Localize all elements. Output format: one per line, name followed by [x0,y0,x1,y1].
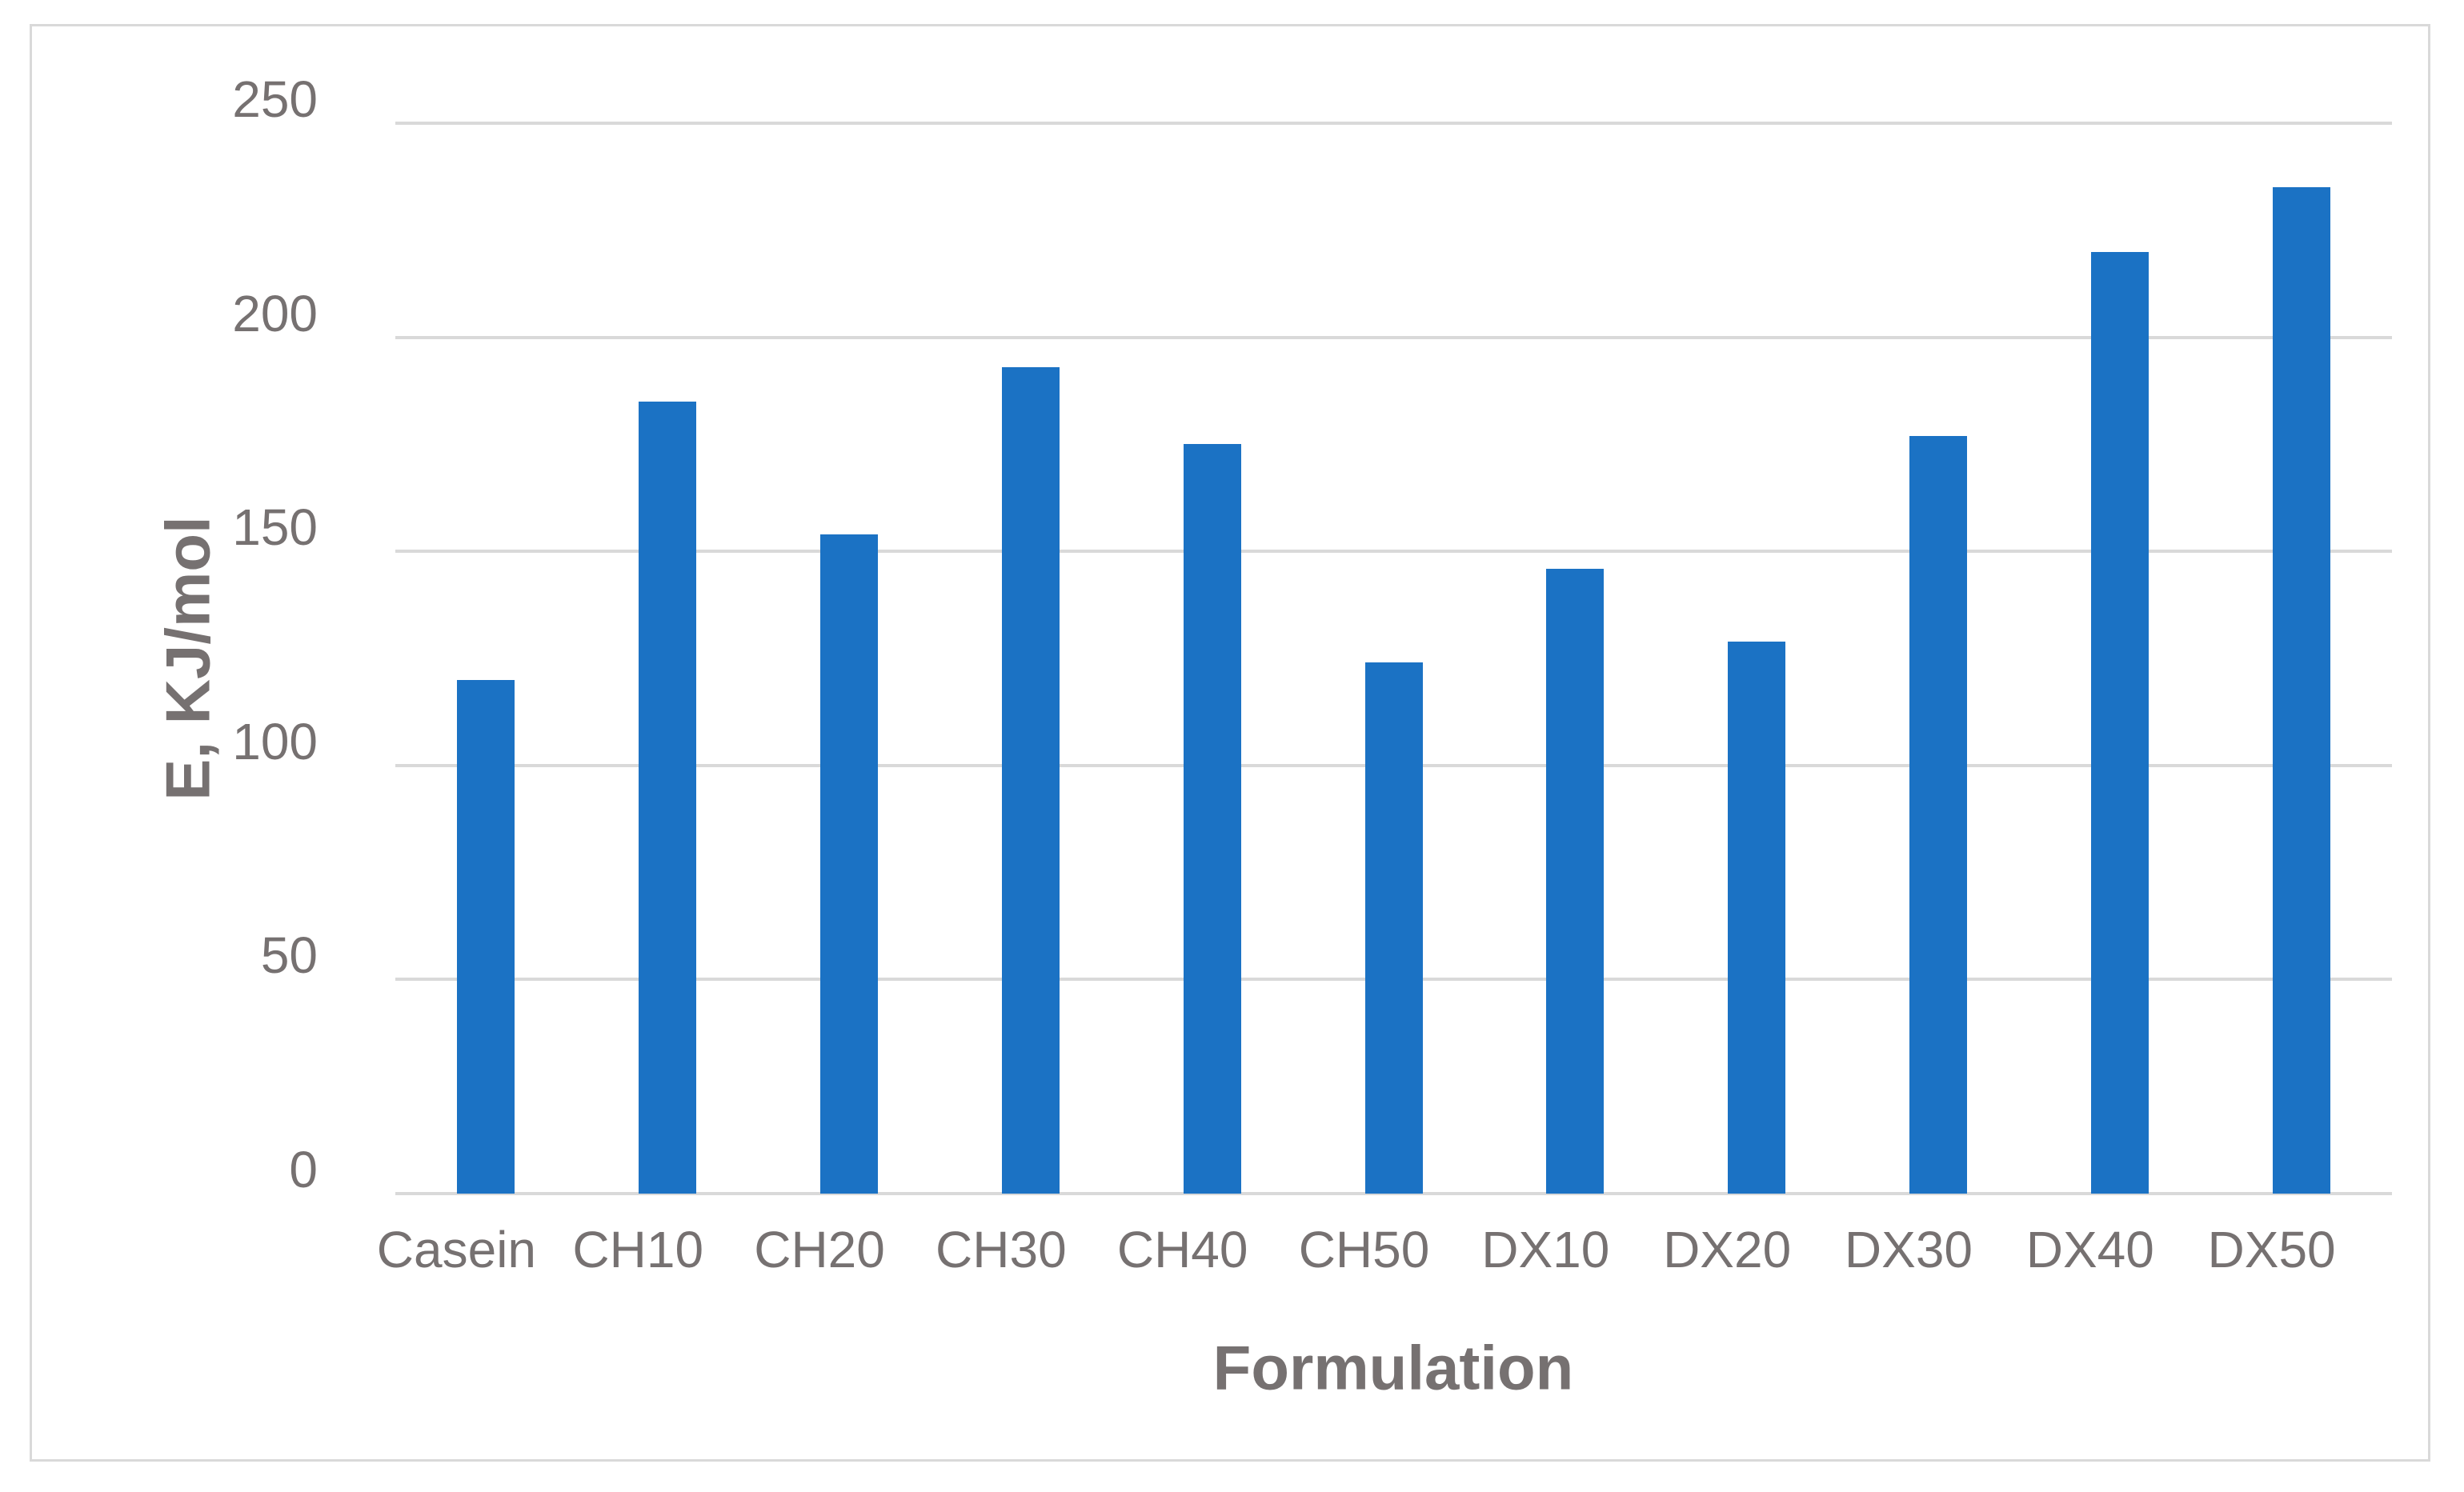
bar-Casein [457,679,515,1194]
bar-DX30 [1909,435,1967,1194]
gridline-y-250 [395,122,2392,125]
bar-DX50 [2272,187,2330,1194]
x-category-label-DX40: DX40 [2025,1221,2154,1278]
plot-area [395,122,2392,1195]
y-tick-label-100: 100 [232,712,318,770]
bar-CH10 [639,401,697,1194]
x-category-label-DX10: DX10 [1481,1221,1610,1278]
y-tick-label-200: 200 [232,284,318,342]
x-category-label-DX50: DX50 [2207,1221,2336,1278]
x-category-label-CH50: CH50 [1298,1221,1430,1278]
bar-DX20 [1728,641,1786,1194]
y-tick-label-150: 150 [232,498,318,557]
y-tick-label-0: 0 [289,1141,318,1198]
bar-CH20 [820,534,879,1194]
y-tick-label-250: 250 [232,70,318,128]
x-category-label-CH10: CH10 [572,1221,704,1278]
x-category-label-CH40: CH40 [1116,1221,1248,1278]
bar-CH30 [1001,367,1060,1194]
x-category-label-Casein: Casein [376,1221,537,1278]
y-tick-label-50: 50 [260,926,318,985]
gridline-y-200 [395,335,2392,339]
x-category-label-CH30: CH30 [936,1221,1067,1278]
chart-frame: E, KJ/mol Formulation 0 50 100 150 200 250 Ca… [30,24,2430,1462]
x-axis-title: Formulation [1212,1332,1574,1403]
bar-CH50 [1364,662,1423,1194]
x-category-label-DX30: DX30 [1844,1221,1973,1278]
x-category-label-CH20: CH20 [754,1221,885,1278]
bar-DX40 [2090,251,2149,1194]
bar-CH40 [1183,444,1241,1194]
gridline-y-150 [395,550,2392,554]
bar-DX10 [1546,568,1605,1194]
gridline-y-0 [395,1192,2392,1195]
x-category-label-DX20: DX20 [1663,1221,1792,1278]
